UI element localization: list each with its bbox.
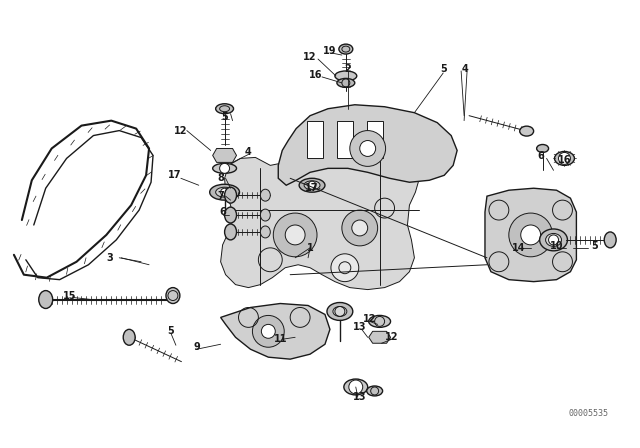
- Circle shape: [308, 181, 316, 189]
- Text: 16: 16: [309, 70, 323, 80]
- Text: 6: 6: [220, 207, 226, 217]
- Text: 5: 5: [221, 112, 228, 122]
- Text: 13: 13: [353, 323, 367, 332]
- Circle shape: [285, 225, 305, 245]
- Circle shape: [509, 213, 552, 257]
- Text: 12: 12: [363, 314, 376, 324]
- Circle shape: [360, 141, 376, 156]
- Ellipse shape: [260, 209, 270, 221]
- Ellipse shape: [210, 184, 239, 200]
- Polygon shape: [221, 148, 419, 289]
- Text: 5: 5: [168, 326, 174, 336]
- Text: 13: 13: [353, 392, 367, 402]
- Ellipse shape: [216, 104, 234, 114]
- Ellipse shape: [333, 306, 347, 316]
- Polygon shape: [278, 105, 457, 185]
- Circle shape: [521, 225, 541, 245]
- Ellipse shape: [367, 386, 383, 396]
- Circle shape: [252, 315, 284, 347]
- Ellipse shape: [520, 126, 534, 136]
- Ellipse shape: [540, 229, 568, 251]
- Text: 10: 10: [550, 241, 563, 251]
- Text: 1: 1: [307, 243, 314, 253]
- Text: 5: 5: [591, 241, 598, 251]
- Ellipse shape: [260, 189, 270, 201]
- Text: 9: 9: [193, 342, 200, 352]
- Text: 15: 15: [63, 291, 76, 301]
- Text: 00005535: 00005535: [568, 409, 609, 418]
- Ellipse shape: [39, 291, 52, 309]
- Ellipse shape: [335, 71, 356, 81]
- Polygon shape: [221, 303, 330, 359]
- Text: 5: 5: [440, 64, 447, 74]
- Ellipse shape: [260, 226, 270, 238]
- Ellipse shape: [216, 187, 234, 197]
- Polygon shape: [212, 148, 237, 162]
- Polygon shape: [307, 121, 323, 159]
- Circle shape: [221, 188, 228, 196]
- Polygon shape: [485, 188, 577, 282]
- Text: 12: 12: [385, 332, 398, 342]
- Ellipse shape: [124, 329, 135, 345]
- Text: 2: 2: [344, 64, 351, 74]
- Text: 17: 17: [305, 183, 319, 193]
- Circle shape: [220, 164, 230, 173]
- Ellipse shape: [304, 181, 320, 190]
- Ellipse shape: [225, 224, 237, 240]
- Text: 11: 11: [273, 334, 287, 344]
- Polygon shape: [367, 121, 383, 159]
- Text: 6: 6: [537, 151, 544, 161]
- Ellipse shape: [554, 151, 575, 165]
- Text: 17: 17: [168, 170, 182, 180]
- Circle shape: [331, 254, 359, 282]
- Text: 12: 12: [174, 125, 188, 136]
- Ellipse shape: [339, 44, 353, 54]
- Text: 8: 8: [217, 173, 224, 183]
- Ellipse shape: [327, 302, 353, 320]
- Ellipse shape: [225, 187, 237, 203]
- Text: 7: 7: [217, 191, 224, 201]
- Text: 19: 19: [323, 46, 337, 56]
- Ellipse shape: [545, 233, 561, 246]
- Circle shape: [350, 130, 385, 166]
- Circle shape: [342, 210, 378, 246]
- Ellipse shape: [299, 178, 325, 192]
- Ellipse shape: [337, 78, 355, 87]
- Ellipse shape: [604, 232, 616, 248]
- Polygon shape: [369, 332, 390, 343]
- Polygon shape: [337, 121, 353, 159]
- Ellipse shape: [344, 379, 368, 395]
- Ellipse shape: [166, 288, 180, 303]
- Text: 12: 12: [303, 52, 317, 62]
- Circle shape: [548, 235, 559, 245]
- Text: 3: 3: [106, 253, 113, 263]
- Ellipse shape: [369, 315, 390, 327]
- Circle shape: [349, 380, 363, 394]
- Ellipse shape: [212, 164, 237, 173]
- Circle shape: [559, 152, 570, 164]
- Text: 4: 4: [245, 147, 252, 157]
- Text: 16: 16: [557, 155, 572, 165]
- Ellipse shape: [537, 145, 548, 152]
- Ellipse shape: [225, 207, 237, 223]
- Circle shape: [261, 324, 275, 338]
- Circle shape: [273, 213, 317, 257]
- Circle shape: [352, 220, 368, 236]
- Text: 14: 14: [512, 243, 525, 253]
- Text: 4: 4: [461, 64, 468, 74]
